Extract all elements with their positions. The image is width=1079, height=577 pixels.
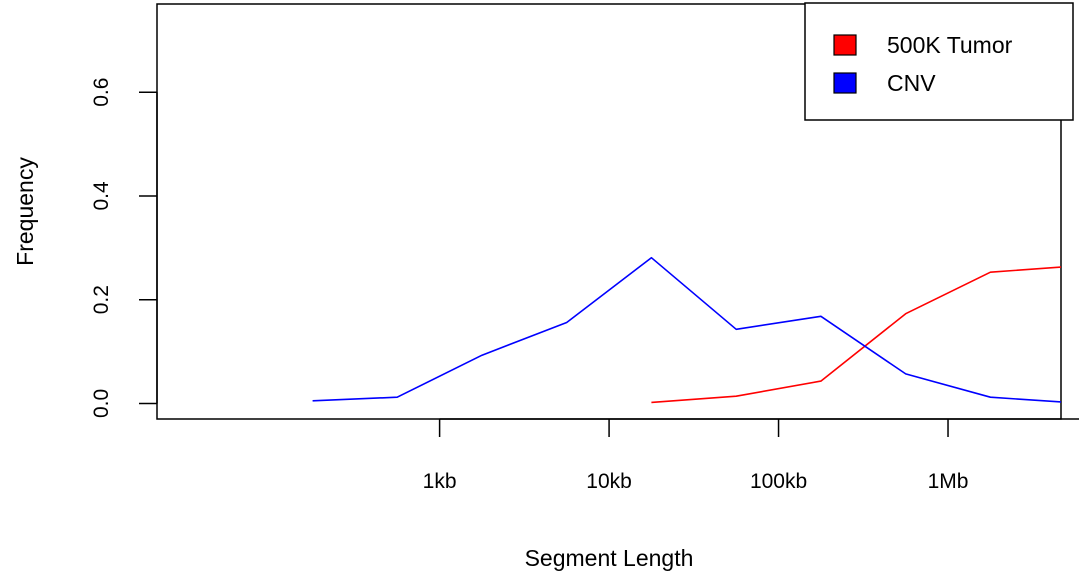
y-tick-label: 0.4: [90, 181, 113, 211]
series-layer: [312, 256, 1061, 404]
legend-label: 500K Tumor: [887, 32, 1013, 58]
x-tick-label: 100kb: [750, 470, 807, 493]
legend-box: [804, 2, 1074, 121]
series-line-cnv: [312, 256, 1061, 403]
x-tick-label: 1kb: [423, 470, 457, 493]
y-axis-title: Frequency: [12, 157, 38, 266]
x-tick-label: 10kb: [586, 470, 632, 493]
y-tick-label: 0.6: [90, 78, 113, 107]
y-tick-label: 0.0: [90, 389, 113, 418]
y-axis: 0.0 0.2 0.4 0.6: [90, 78, 158, 418]
series-line-tumor: [651, 266, 1061, 404]
y-tick-label: 0.2: [90, 285, 113, 314]
legend: 500K Tumor CNV: [804, 2, 1074, 121]
legend-label: CNV: [887, 70, 936, 96]
x-tick-label: 1Mb: [928, 470, 969, 493]
legend-swatch: [833, 34, 857, 56]
x-axis: 1kb10kb100kb1Mb10Mb100Mb: [423, 418, 1079, 493]
x-axis-title: Segment Length: [525, 545, 694, 571]
legend-swatch: [833, 72, 857, 94]
